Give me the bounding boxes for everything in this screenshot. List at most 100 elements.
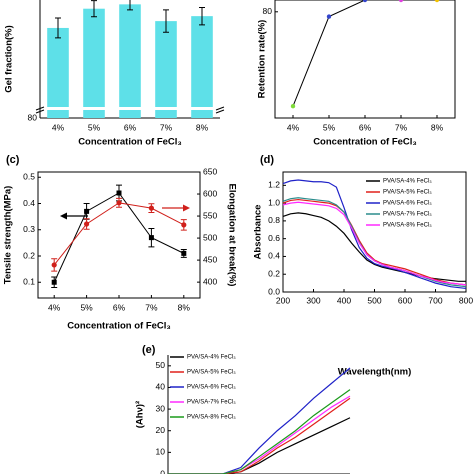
panel-label: (e) <box>142 344 156 356</box>
legend-label: PVA/SA-5% FeCl₃ <box>383 190 432 196</box>
y2-tick-label: 500 <box>203 232 217 242</box>
point <box>51 262 57 268</box>
legend-label: PVA/SA-4% FeCl₃ <box>383 179 432 185</box>
x-tick-label: 800 <box>459 295 473 305</box>
bar <box>47 27 69 118</box>
y-tick-label: 20 <box>156 425 166 435</box>
x-tick-label: 400 <box>337 295 351 305</box>
x-tick-label: 5% <box>88 122 101 132</box>
x-tick-label: 7% <box>395 122 408 132</box>
arrow-head <box>183 204 190 212</box>
series-line <box>168 417 351 474</box>
y-tick-label: 0.2 <box>268 268 280 278</box>
point <box>398 0 404 3</box>
series-line <box>53 202 185 266</box>
series-line <box>282 198 467 286</box>
legend-label: PVA/SA-4% FeCl₃ <box>187 355 236 361</box>
y-tick-label: 0 <box>160 468 165 474</box>
y-tick-label: 0.0 <box>268 286 280 296</box>
y2-tick-label: 650 <box>203 166 217 176</box>
x-tick-label: 6% <box>113 302 126 312</box>
x-tick-label: 6% <box>124 122 137 132</box>
x-tick-label: 300 <box>306 295 320 305</box>
y-tick-label: 1.0 <box>268 197 280 207</box>
error-bar <box>91 0 97 18</box>
bar <box>83 8 105 119</box>
y-axis-label: Absorbance <box>253 205 264 260</box>
point <box>434 0 440 3</box>
x-tick-label: 7% <box>145 302 158 312</box>
point <box>362 0 368 3</box>
point <box>116 200 122 206</box>
series-line <box>282 179 467 290</box>
y-tick-label: 0.2 <box>23 250 35 260</box>
y-tick-label: 0.3 <box>23 224 35 234</box>
x-tick-label: 200 <box>276 295 290 305</box>
x-tick-label: 7% <box>160 122 173 132</box>
point <box>181 222 187 228</box>
x-tick-label: 4% <box>287 122 300 132</box>
legend-label: PVA/SA-6% FeCl₃ <box>187 385 236 391</box>
x-axis-label: Concentration of FeCl₃ <box>67 321 171 332</box>
error-bar <box>127 0 133 11</box>
axis-break-gap <box>41 107 221 110</box>
y-tick-label: 1.2 <box>268 180 280 190</box>
point <box>181 250 187 256</box>
x-tick-label: 700 <box>428 295 442 305</box>
x-tick-label: 8% <box>431 122 444 132</box>
series-line <box>168 367 351 474</box>
error-bar <box>55 17 61 39</box>
bar <box>119 4 141 119</box>
series-line <box>282 201 467 286</box>
point <box>51 279 57 285</box>
y2-tick-label: 450 <box>203 254 217 264</box>
point <box>116 190 122 196</box>
error-bar <box>199 6 205 26</box>
legend-label: PVA/SA-6% FeCl₃ <box>383 201 432 207</box>
y-tick-label: 0.6 <box>268 233 280 243</box>
direction-arrows <box>60 204 190 220</box>
y-axis-label: (Ahν)² <box>135 401 146 428</box>
y-tick-label: 80 <box>263 6 273 16</box>
arrow-head <box>60 212 67 220</box>
x-tick-label: 6% <box>359 122 372 132</box>
point <box>84 221 90 227</box>
series-line <box>168 389 351 474</box>
y2-tick-label: 400 <box>203 276 217 286</box>
x-axis-label: Concentration of FeCl₃ <box>78 137 182 148</box>
y-tick-label: 40 <box>156 382 166 392</box>
y2-axis-label: Elongation at break(%) <box>226 184 237 287</box>
bar <box>191 16 213 118</box>
legend-label: PVA/SA-5% FeCl₃ <box>187 370 236 376</box>
point <box>148 205 154 211</box>
plot-frame <box>274 0 456 119</box>
series-line <box>168 397 351 474</box>
y-tick-label: 0.8 <box>268 215 280 225</box>
legend-label: PVA/SA-7% FeCl₃ <box>187 400 236 406</box>
panel-label: (d) <box>260 154 274 166</box>
error-bar <box>163 9 169 33</box>
x-axis-label: Concentration of FeCl₃ <box>313 137 417 148</box>
y2-tick-label: 550 <box>203 210 217 220</box>
y2-tick-label: 600 <box>203 188 217 198</box>
x-tick-label: 5% <box>323 122 336 132</box>
panel-label: (c) <box>6 154 20 166</box>
axis-break <box>35 106 225 114</box>
legend-label: PVA/SA-8% FeCl₃ <box>383 223 432 229</box>
point <box>290 104 296 109</box>
x-axis-label: Wavelength(nm) <box>338 367 412 378</box>
x-tick-label: 8% <box>196 122 209 132</box>
x-tick-label: 4% <box>52 122 65 132</box>
x-tick-label: 8% <box>178 302 191 312</box>
legend-label: PVA/SA-8% FeCl₃ <box>187 415 236 421</box>
point <box>148 235 154 241</box>
point <box>326 14 332 19</box>
plot-frame <box>282 171 467 293</box>
bar <box>155 21 177 118</box>
y-tick-label: 0.4 <box>23 198 35 208</box>
y-tick-label: 10 <box>156 447 166 457</box>
y-tick-label: 0.1 <box>23 277 35 287</box>
y-tick-label: 50 <box>156 360 166 370</box>
x-tick-label: 5% <box>80 302 93 312</box>
